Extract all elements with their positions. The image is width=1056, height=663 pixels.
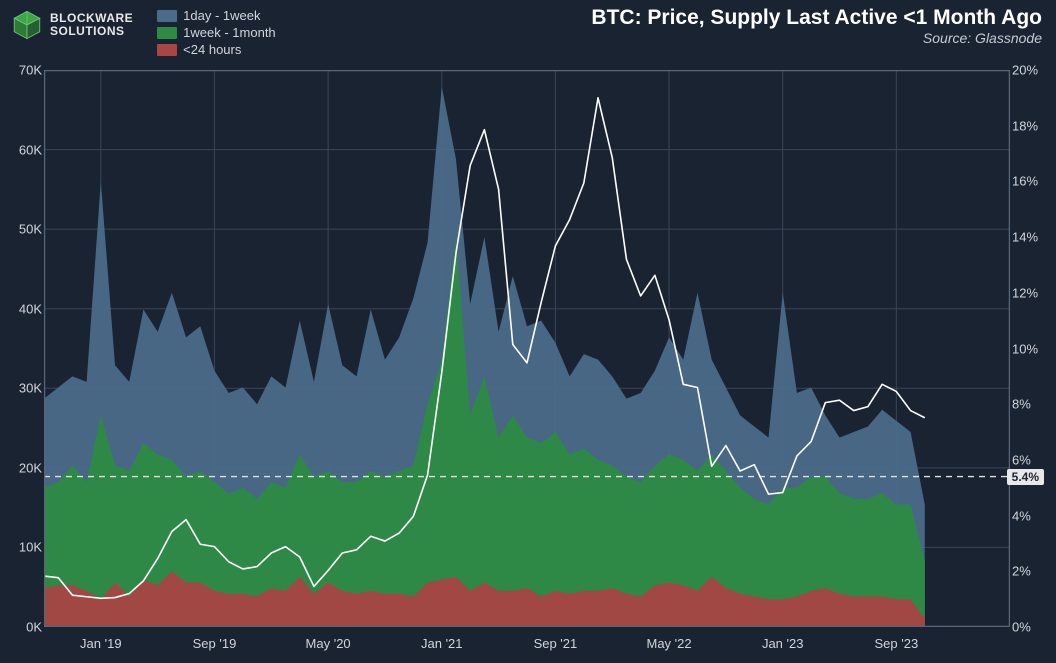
axis-tick-label: May '20: [306, 636, 351, 651]
axis-tick-label: 20K: [6, 460, 42, 475]
chart-area: [44, 70, 1010, 627]
axis-tick-label: 70K: [6, 63, 42, 78]
axis-tick-label: Sep '21: [534, 636, 578, 651]
axis-tick-label: 10%: [1012, 341, 1050, 356]
logo-cube-icon: [10, 8, 44, 42]
chart-container: BLOCKWARE SOLUTIONS 1day - 1week 1week -…: [0, 0, 1056, 663]
axis-tick-label: Jan '19: [80, 636, 122, 651]
legend-label: <24 hours: [183, 42, 241, 57]
axis-tick-label: May '22: [646, 636, 691, 651]
axis-tick-label: 60K: [6, 142, 42, 157]
axis-tick-label: 16%: [1012, 174, 1050, 189]
axis-tick-label: 18%: [1012, 118, 1050, 133]
axis-tick-label: Jan '21: [421, 636, 463, 651]
axis-tick-label: 10K: [6, 540, 42, 555]
axis-tick-label: 14%: [1012, 230, 1050, 245]
legend-item: 1week - 1month: [157, 25, 276, 40]
logo: BLOCKWARE SOLUTIONS: [0, 0, 143, 50]
axis-tick-label: 40K: [6, 301, 42, 316]
axis-tick-label: 0K: [6, 620, 42, 635]
axis-tick-label: 8%: [1012, 397, 1050, 412]
legend: 1day - 1week 1week - 1month <24 hours: [143, 0, 276, 57]
chart-source: Source: Glassnode: [591, 30, 1042, 46]
legend-swatch: [157, 44, 177, 56]
dashline-label: 5.4%: [1007, 469, 1044, 485]
legend-swatch: [157, 10, 177, 22]
axis-tick-label: Jan '23: [762, 636, 804, 651]
axis-tick-label: 2%: [1012, 564, 1050, 579]
axis-tick-label: 12%: [1012, 285, 1050, 300]
axis-tick-label: 30K: [6, 381, 42, 396]
logo-text-2: SOLUTIONS: [50, 25, 133, 38]
legend-swatch: [157, 27, 177, 39]
legend-item: <24 hours: [157, 42, 276, 57]
chart-title: BTC: Price, Supply Last Active <1 Month …: [591, 6, 1042, 30]
axis-tick-label: Sep '19: [193, 636, 237, 651]
legend-item: 1day - 1week: [157, 8, 276, 23]
axis-tick-label: 6%: [1012, 452, 1050, 467]
chart-svg: [44, 70, 1010, 627]
legend-label: 1day - 1week: [183, 8, 260, 23]
header: BLOCKWARE SOLUTIONS 1day - 1week 1week -…: [0, 0, 1056, 60]
axis-tick-label: 50K: [6, 222, 42, 237]
legend-label: 1week - 1month: [183, 25, 276, 40]
axis-tick-label: Sep '23: [875, 636, 919, 651]
axis-tick-label: 20%: [1012, 63, 1050, 78]
title-block: BTC: Price, Supply Last Active <1 Month …: [591, 0, 1056, 46]
axis-tick-label: 0%: [1012, 620, 1050, 635]
axis-tick-label: 4%: [1012, 508, 1050, 523]
